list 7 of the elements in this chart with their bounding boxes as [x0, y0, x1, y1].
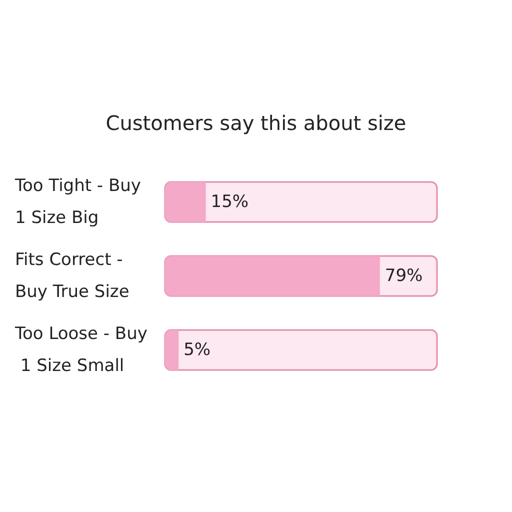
y-tick-label: Too Tight - Buy 1 Size Big	[14, 176, 146, 228]
chart-title: Customers say this about size	[106, 111, 406, 135]
data-label: 79%	[384, 266, 423, 286]
data-label: 5%	[184, 340, 211, 360]
y-tick-label: Fits Correct - Buy True Size	[15, 250, 130, 302]
y-tick-label: Too Loose - Buy 1 Size Small	[14, 324, 148, 376]
data-label: 15%	[210, 192, 249, 212]
